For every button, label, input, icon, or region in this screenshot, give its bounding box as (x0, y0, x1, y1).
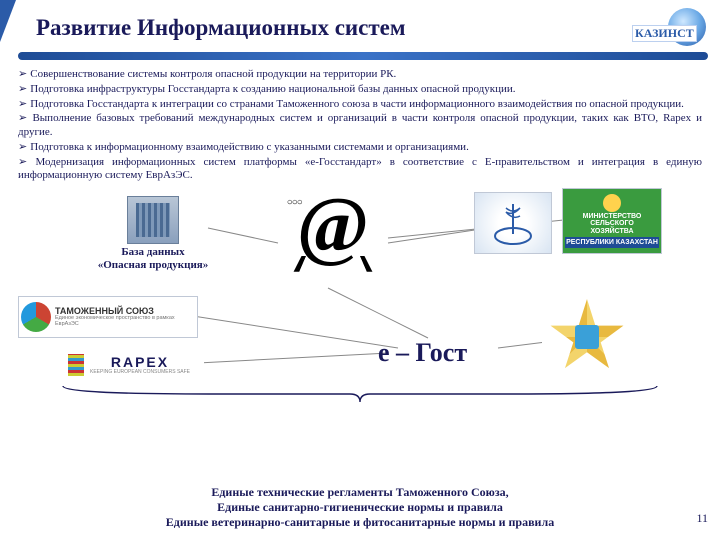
msh-line: ХОЗЯЙСТВА (590, 228, 633, 235)
rapex-logo: RAPEX KEEPING EUROPEAN CONSUMERS SAFE (54, 351, 204, 379)
msh-kz: РЕСПУБЛИКИ КАЗАХСТАН (565, 237, 659, 248)
footer-line: Единые технические регламенты Таможенног… (0, 485, 720, 500)
msh-line: СЕЛЬСКОГО (590, 220, 634, 227)
msh-line: МИНИСТЕРСТВО (583, 213, 642, 220)
kazinst-logo: КАЗИНСТ (630, 8, 708, 48)
bullet-item: ➢ Совершенствование системы контроля опа… (18, 68, 702, 82)
pharma-logo (474, 192, 552, 254)
database-block: База данных «Опасная продукция» (78, 196, 228, 271)
at-symbol-block: @ ○○○ (268, 190, 398, 272)
caduceus-icon (488, 198, 538, 248)
ts-sub: Единое экономическое пространство в рамк… (55, 316, 195, 328)
bullet-list: ➢ Совершенствование системы контроля опа… (0, 66, 720, 186)
ts-icon (21, 302, 51, 332)
customs-union-logo: ТАМОЖЕННЫЙ СОЮЗ Единое экономическое про… (18, 296, 198, 338)
diagram-area: База данных «Опасная продукция» @ ○○○ МИ… (18, 188, 702, 428)
db-label-2: «Опасная продукция» (78, 259, 228, 272)
star-icon (549, 299, 625, 375)
bullet-item: ➢ Выполнение базовых требований междунар… (18, 112, 702, 140)
db-label-1: База данных (78, 246, 228, 259)
egost-label: е – Гост (378, 338, 467, 368)
header: Развитие Информационных систем КАЗИНСТ (0, 0, 720, 52)
star-emblem (542, 296, 632, 378)
at-icon: @ ○○○ (297, 190, 370, 260)
footer-text: Единые технические регламенты Таможенног… (0, 485, 720, 530)
database-icon (127, 196, 179, 244)
bullet-item: ➢ Модернизация информационных систем пла… (18, 156, 702, 184)
logo-text: КАЗИНСТ (632, 25, 697, 42)
bullet-item: ➢ Подготовка к информационному взаимодей… (18, 141, 702, 155)
header-accent (0, 0, 16, 42)
footer-line: Единые санитарно-гигиенические нормы и п… (0, 500, 720, 515)
footer-line: Единые ветеринарно-санитарные и фитосани… (0, 515, 720, 530)
rapex-sub: KEEPING EUROPEAN CONSUMERS SAFE (90, 370, 190, 375)
curly-brace (58, 384, 662, 404)
page-number: 11 (696, 511, 708, 526)
page-title: Развитие Информационных систем (36, 15, 630, 41)
rapex-text: RAPEX (111, 354, 169, 370)
rapex-icon (68, 354, 84, 376)
header-underline (18, 52, 708, 60)
bullet-item: ➢ Подготовка Госстандарта к интеграции с… (18, 98, 702, 112)
emblem-icon (603, 194, 621, 212)
ministry-agriculture-logo: МИНИСТЕРСТВО СЕЛЬСКОГО ХОЗЯЙСТВА РЕСПУБЛ… (562, 188, 662, 254)
bullet-item: ➢ Подготовка инфраструктуры Госстандарта… (18, 83, 702, 97)
